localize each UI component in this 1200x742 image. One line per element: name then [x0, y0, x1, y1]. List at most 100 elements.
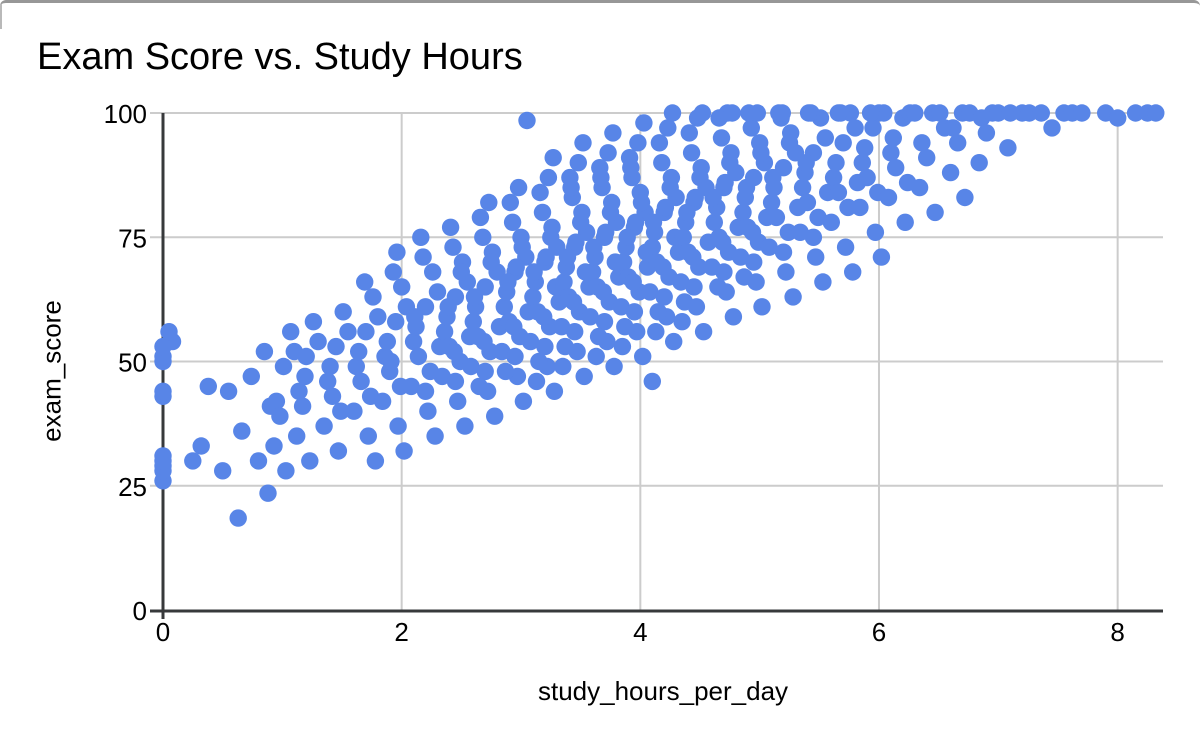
data-point: [714, 233, 732, 251]
x-tick-label: 8: [1110, 617, 1124, 647]
data-point: [595, 313, 614, 331]
data-point: [829, 104, 848, 122]
data-point: [618, 228, 636, 246]
data-point: [357, 323, 375, 341]
data-point: [784, 288, 802, 306]
data-point: [412, 228, 430, 246]
data-point: [977, 124, 996, 142]
data-point: [799, 104, 818, 122]
data-point: [1109, 109, 1127, 127]
data-point: [594, 283, 612, 301]
data-point: [465, 288, 484, 306]
data-point: [734, 203, 752, 222]
data-point: [521, 332, 540, 351]
data-point: [650, 134, 669, 152]
data-point: [296, 367, 314, 386]
data-point: [866, 223, 885, 241]
data-point: [624, 273, 642, 291]
data-point: [414, 248, 432, 266]
data-point: [419, 402, 437, 420]
data-point: [632, 193, 651, 212]
data-point: [564, 293, 583, 311]
data-point: [807, 248, 825, 266]
data-point: [989, 104, 1007, 122]
data-point: [366, 452, 385, 470]
data-point: [503, 213, 522, 231]
data-point: [290, 382, 308, 400]
data-point: [480, 193, 498, 212]
data-point: [554, 357, 572, 376]
data-point: [839, 198, 857, 217]
data-point: [693, 104, 712, 122]
data-point: [731, 248, 750, 266]
data-point: [864, 119, 882, 137]
data-point: [555, 273, 573, 291]
data-point: [875, 104, 893, 122]
data-point: [629, 134, 647, 152]
data-point: [387, 313, 405, 331]
data-point: [267, 392, 286, 410]
data-point: [384, 263, 402, 281]
data-point: [359, 427, 377, 445]
data-point: [896, 213, 914, 231]
data-point: [545, 382, 564, 400]
data-point: [581, 308, 599, 326]
data-point: [439, 298, 457, 316]
data-point: [334, 303, 352, 321]
data-point: [345, 402, 363, 420]
data-point: [452, 263, 470, 281]
data-point: [809, 208, 827, 227]
data-point: [635, 114, 653, 132]
data-point: [288, 427, 306, 445]
y-tick-label: 75: [118, 223, 147, 253]
data-point: [323, 387, 342, 405]
chart-title: Exam Score vs. Study Hours: [37, 36, 523, 78]
data-point: [910, 178, 929, 197]
data-point: [499, 273, 517, 291]
data-point: [851, 198, 869, 217]
data-point: [1043, 119, 1061, 137]
data-point: [527, 372, 546, 391]
data-point: [339, 323, 357, 341]
data-point: [853, 154, 871, 172]
data-point: [798, 193, 817, 212]
data-point: [535, 308, 553, 326]
data-point: [589, 327, 608, 346]
data-point: [887, 159, 905, 177]
data-point: [265, 437, 283, 455]
data-point: [597, 223, 615, 241]
data-point: [537, 248, 555, 266]
data-point: [604, 124, 622, 142]
data-point: [409, 347, 428, 366]
data-point: [791, 223, 809, 241]
data-point: [773, 104, 791, 122]
data-point: [824, 168, 843, 187]
data-point: [539, 168, 558, 187]
data-point: [931, 104, 949, 122]
data-point: [566, 323, 584, 341]
data-point: [712, 129, 731, 147]
data-point: [332, 402, 350, 420]
x-tick-label: 0: [156, 617, 170, 647]
data-point: [229, 509, 247, 527]
data-point: [486, 407, 504, 425]
data-point: [656, 198, 675, 217]
x-tick-label: 4: [633, 617, 647, 647]
data-point: [282, 323, 300, 341]
data-point: [780, 134, 799, 152]
data-point: [834, 134, 852, 152]
data-point: [753, 298, 771, 316]
data-point: [644, 213, 663, 231]
data-point: [661, 178, 679, 197]
data-point: [764, 168, 782, 187]
data-point: [737, 178, 756, 197]
data-point: [319, 372, 337, 391]
data-point: [884, 129, 902, 147]
data-point: [389, 417, 407, 435]
data-point: [745, 253, 763, 271]
data-point: [793, 178, 812, 197]
data-point: [655, 288, 673, 306]
data-point: [882, 144, 900, 162]
data-point: [184, 452, 202, 470]
data-point: [715, 263, 733, 281]
